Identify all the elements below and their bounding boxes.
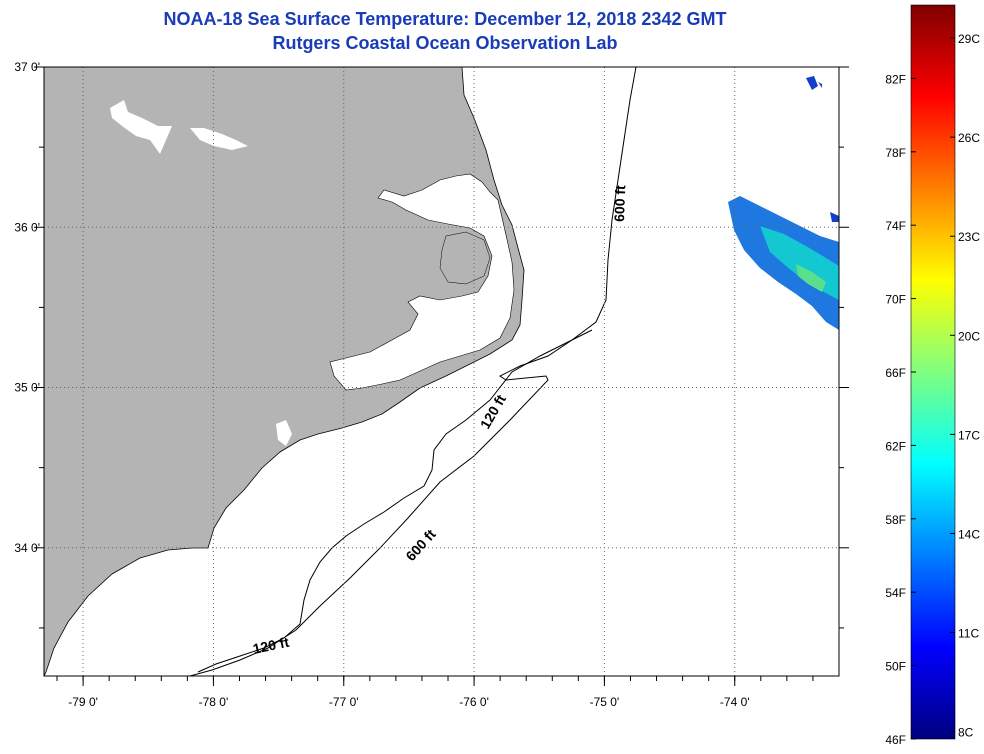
colorbar-fahrenheit-label: 74F <box>885 219 906 233</box>
lon-label: -75 0' <box>590 695 620 709</box>
colorbar-fahrenheit-label: 66F <box>885 366 906 380</box>
colorbar-celsius-label: 20C <box>958 329 980 343</box>
sst-data-patch <box>728 76 839 330</box>
colorbar-fahrenheit-label: 62F <box>885 439 906 453</box>
colorbar-celsius-label: 11C <box>958 627 979 641</box>
map-frame <box>43 66 840 677</box>
colorbar-fahrenheit-label: 46F <box>885 733 906 747</box>
contour-label-600ft-east: 600 ft <box>611 185 628 222</box>
contour-label-120ft-south: 120 ft <box>251 634 290 657</box>
colorbar-celsius-label: 23C <box>958 230 980 244</box>
colorbar-celsius-label: 26C <box>958 131 980 145</box>
lon-label: -74 0' <box>720 695 750 709</box>
colorbar-fahrenheit-label: 70F <box>885 293 906 307</box>
colorbar-celsius-label: 29C <box>958 32 980 46</box>
map-subtitle: Rutgers Coastal Ocean Observation Lab <box>272 33 618 53</box>
colorbar-fahrenheit-label: 54F <box>885 586 906 600</box>
lat-label: 35 0' <box>14 381 40 395</box>
lon-label: -79 0' <box>68 695 98 709</box>
lat-label: 34 0' <box>14 541 40 555</box>
lon-label: -76 0' <box>459 695 489 709</box>
map-title: NOAA-18 Sea Surface Temperature: Decembe… <box>163 9 727 29</box>
colorbar-celsius-label: 8C <box>958 726 974 740</box>
colorbar-fahrenheit-label: 82F <box>885 72 906 86</box>
lat-label: 36 0' <box>14 220 40 234</box>
contour-label-600ft-south: 600 ft <box>402 526 439 564</box>
colorbar-fahrenheit-label: 78F <box>885 146 906 160</box>
lat-label: 37 0' <box>14 60 40 74</box>
contour-600ft-line <box>189 67 637 676</box>
contour-120ft-line <box>197 329 593 673</box>
colorbar-labels: 46F 50F 54F 58F 62F 66F 70F 74F 78F 82F 8C 11C 14C 17… <box>885 32 980 747</box>
lon-label: -77 0' <box>329 695 359 709</box>
colorbar-fahrenheit-label: 50F <box>885 660 906 674</box>
colorbar-celsius-label: 17C <box>958 428 980 442</box>
colorbar-fahrenheit-label: 58F <box>885 513 906 527</box>
colorbar-gradient <box>910 4 956 740</box>
map-axes: 37 0' 36 0' 35 0' 34 0' -79 0' -78 0' -77 0' -7… <box>14 60 849 709</box>
colorbar-celsius-label: 14C <box>958 527 980 541</box>
lon-label: -78 0' <box>199 695 229 709</box>
bathymetry-contours <box>189 67 637 676</box>
land-mass <box>44 67 525 676</box>
